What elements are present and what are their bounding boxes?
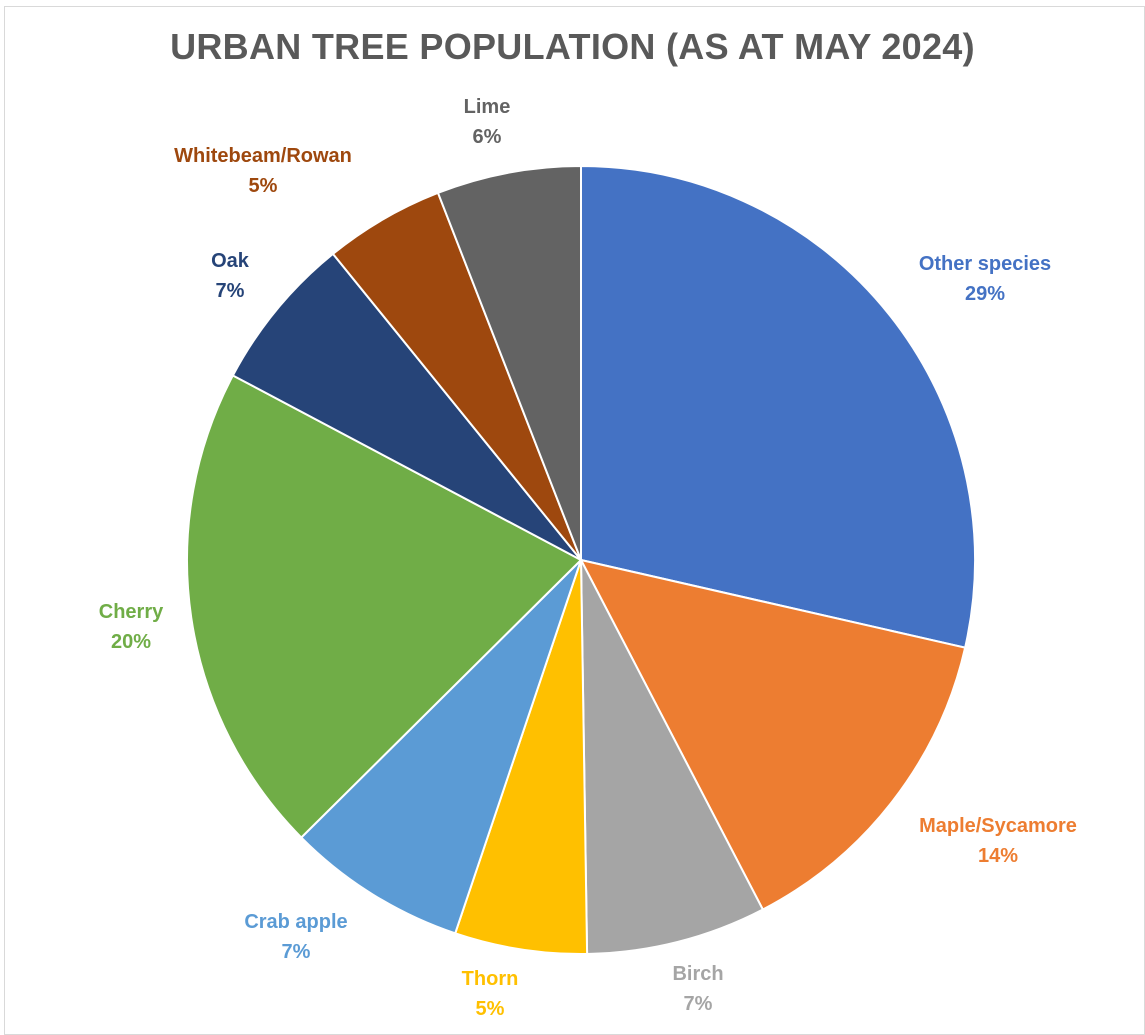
pie-slice-crab-apple [299, 559, 582, 935]
slice-percent-label: 29% [965, 283, 1005, 305]
slice-label: Lime [464, 96, 511, 118]
slice-percent-label: 14% [978, 845, 1018, 867]
slice-label: Other species [919, 253, 1051, 275]
slice-percent-label: 5% [476, 998, 505, 1020]
slice-percent-label: 6% [473, 126, 502, 148]
slice-label: Oak [211, 250, 250, 272]
slice-label: Maple/Sycamore [919, 815, 1077, 837]
slice-label: Thorn [462, 968, 519, 990]
slice-label: Cherry [99, 601, 164, 623]
chart-title: URBAN TREE POPULATION (AS AT MAY 2024) [170, 26, 975, 67]
slice-percent-label: 7% [282, 941, 311, 963]
pie-slice-birch [580, 559, 765, 955]
pie-labels: Other species 29% Maple/Sycamore 14% Birch 7%… [99, 96, 1077, 1020]
slice-percent-label: 7% [684, 993, 713, 1015]
slice-label: Birch [672, 963, 723, 985]
slice-percent-label: 7% [216, 280, 245, 302]
pie-slice-cherry [186, 374, 583, 839]
slice-percent-label: 5% [249, 175, 278, 197]
slice-label: Crab apple [244, 911, 347, 933]
pie-slices [186, 164, 976, 955]
slice-percent-label: 20% [111, 631, 151, 653]
pie-slice-thorn [453, 559, 589, 955]
pie-slice-lime [436, 164, 582, 561]
slice-label: Whitebeam/Rowan [174, 145, 352, 167]
pie-slice-other-species [580, 164, 976, 649]
pie-slice-oak [231, 252, 582, 561]
pie-slice-maple-sycamore [579, 558, 967, 911]
